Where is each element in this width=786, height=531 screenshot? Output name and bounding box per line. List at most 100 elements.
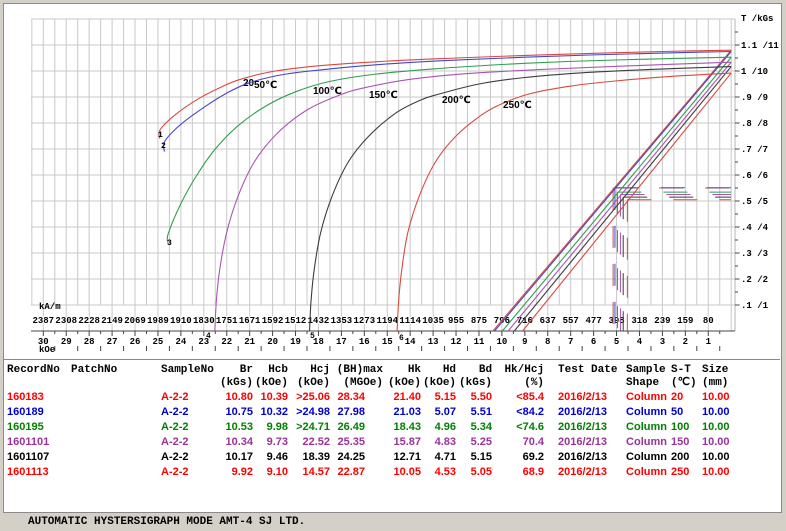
field-axis-unit-koe: kOe [39,345,55,355]
table-cell: 9.92 [231,466,253,478]
table-cell: Column [626,451,667,463]
table-cell: 14.57 [302,466,331,478]
table-cell: 10.00 [702,391,730,403]
table-cell: 26.49 [337,421,366,433]
koe-tick-label: 17 [336,337,347,347]
kam-tick-label: 1353 [331,316,353,326]
table-cell: 10.34 [225,436,253,448]
column-header: Hk/Hcj (%) [504,364,545,389]
koe-tick-label: 26 [130,337,141,347]
flux-axis-unit: T /kGs [741,14,773,24]
kam-tick-label: 1114 [399,316,421,326]
kam-tick-label: 2069 [124,316,146,326]
kam-tick-label: 1910 [170,316,192,326]
kam-tick-label: 1751 [216,316,238,326]
table-cell: 5.51 [470,406,493,418]
table-cell: 10.05 [393,466,422,478]
table-cell: 9.46 [266,451,289,463]
flux-axis-label: .7 /7 [741,145,768,155]
table-cell: 10.00 [702,406,730,418]
table-cell: >24.71 [296,421,331,433]
table-cell: A-2-2 [161,436,189,448]
table-cell: 70.4 [522,436,545,448]
table-cell: 15.87 [393,436,422,448]
j-curve-250c [396,72,732,332]
kam-tick-label: 159 [677,316,693,326]
table-cell: 27.98 [337,406,366,418]
table-cell: 12.71 [393,451,422,463]
table-cell: 4.53 [434,466,457,478]
koe-tick-label: 29 [61,337,72,347]
koe-tick-label: 25 [153,337,164,347]
koe-tick-label: 23 [198,337,209,347]
temp-label-200c: 200℃ [442,95,471,106]
kam-tick-label: 1592 [262,316,284,326]
column-header: Test Date [558,364,618,376]
temp-label-250c: 250℃ [503,100,532,111]
koe-tick-label: 2 [683,337,688,347]
table-cell: 18.43 [393,421,422,433]
column-header: SampleNo [161,364,214,376]
curve-number-150c: 4 [206,332,211,341]
temp-label-100c: 100℃ [313,86,342,97]
koe-tick-label: 6 [591,337,596,347]
table-cell: 9.98 [266,421,289,433]
table-row[interactable]: 160195 A-2-2 10.53 9.98 >24.71 26.49 18.43 4.96… [3,420,747,435]
chart-table-divider [4,359,780,360]
j-curve-200c [308,66,732,332]
table-cell: 10.75 [225,406,253,418]
table-cell: 18.39 [302,451,331,463]
table-cell: 160189 [7,406,44,418]
table-cell: Column [626,436,667,448]
table-body: 160183 A-2-2 10.80 10.39 >25.06 28.34 21.40 5.1… [3,390,747,480]
kam-tick-label: 2308 [55,316,77,326]
koe-tick-label: 12 [451,337,462,347]
table-cell: 10.80 [225,391,253,403]
table-cell: 24.25 [337,451,366,463]
table-cell: >24.98 [296,406,331,418]
kam-tick-label: 2228 [78,316,100,326]
koe-tick-label: 4 [637,337,643,347]
b-line-50c [494,51,732,332]
j-curve-100c [166,56,732,243]
column-header: (BH)max (MGOe) [336,364,384,389]
column-header: Size (mm) [702,364,729,389]
koe-tick-label: 16 [359,337,370,347]
table-row[interactable]: 1601113 A-2-2 9.92 9.10 14.57 22.87 10.05 4.53 5… [3,465,747,480]
table-cell: Column [626,421,667,433]
table-row[interactable]: 160183 A-2-2 10.80 10.39 >25.06 28.34 21.40 5.1… [3,390,747,405]
table-cell: 5.07 [434,406,457,418]
table-cell: 10.00 [702,451,730,463]
b-line-150c [507,61,732,332]
table-cell: 10.39 [260,391,289,403]
hysteresis-chart: 30 29 28 27 26 25 24 23 22 21 20 19 18 17 16 15 14 13 12 11… [31,14,779,355]
column-header: Hk (kOe) [388,364,422,389]
koe-tick-label: 13 [428,337,439,347]
koe-tick-label: 8 [545,337,550,347]
table-cell: 9.10 [266,466,289,478]
status-bar-text: AUTOMATIC HYSTERSIGRAPH MODE AMT-4 SJ LT… [28,516,306,528]
table-cell: Column [626,466,667,478]
b-line-100c [501,56,732,332]
column-header: Hcj (kOe) [297,364,331,389]
curve-number-50c: 2 [161,142,166,151]
j-curve-150c [214,61,732,332]
table-row[interactable]: 1601101 A-2-2 10.34 9.73 22.52 25.35 15.87 4.83… [3,435,747,450]
koe-tick-label: 20 [267,337,278,347]
table-cell: 2016/2/13 [558,451,607,463]
table-cell: <85.4 [516,391,545,403]
temp-label-50c: 50℃ [254,80,277,91]
table-row[interactable]: 1601107 A-2-2 10.17 9.46 18.39 24.25 12.71 4.71… [3,450,747,465]
table-cell: 2016/2/13 [558,391,607,403]
table-cell: >25.06 [296,391,331,403]
flux-axis-label: .4 /4 [741,223,769,233]
table-cell: 10.53 [225,421,253,433]
table-cell [69,390,159,405]
kam-tick-label: 1989 [147,316,169,326]
table-row[interactable]: 160189 A-2-2 10.75 10.32 >24.98 27.98 21.03 5.0… [3,405,747,420]
table-cell: 4.96 [434,421,457,433]
column-header: S-T (℃) [671,364,697,389]
kam-tick-label: 1273 [354,316,376,326]
table-cell: 5.15 [470,451,493,463]
